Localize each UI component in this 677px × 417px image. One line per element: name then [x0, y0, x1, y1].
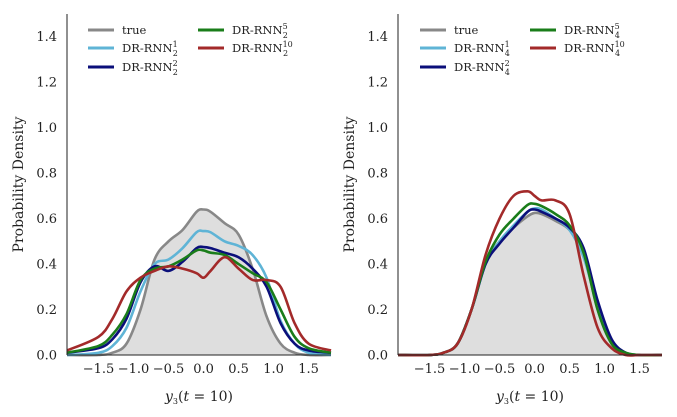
legend-label: DR-RNN2 4 [454, 59, 510, 77]
x-tick-label: −1.0 [449, 362, 481, 377]
x-tick-label: 0.0 [193, 362, 214, 377]
x-axis-label: y3(t = 10) [495, 389, 564, 406]
x-tick-label: −1.0 [118, 362, 150, 377]
legend-label: DR-RNN5 2 [232, 22, 288, 40]
x-tick-label: −1.5 [83, 362, 115, 377]
y-tick-label: 0.4 [367, 258, 388, 273]
y-tick-label: 0.2 [367, 303, 388, 318]
chart-panel-1: 0.0 0.2 0.4 0.6 0.8 1.0 1.2 1.4 −1.5 −1.0 −0.5 0.0 0… [11, 14, 332, 406]
y-tick-label: 0.2 [36, 303, 57, 318]
x-tick-label: 1.5 [629, 362, 650, 377]
density-fill-true [398, 212, 662, 356]
legend-label: DR-RNN10 2 [232, 40, 293, 58]
density-fill-true [67, 209, 331, 356]
y-tick-label: 0.8 [36, 167, 57, 182]
y-tick-label: 0.0 [367, 349, 388, 364]
legend: true DR-RNN1 2DR-RNN2 2 DR-RNN5 2DR-RNN10 2 [88, 22, 293, 77]
chart-panel-2: 0.0 0.2 0.4 0.6 0.8 1.0 1.2 1.4 −1.5 −1.0 −0.5 0.0 0… [342, 14, 663, 406]
y-tick-label: 1.4 [367, 30, 388, 45]
x-tick-label: 1.0 [594, 362, 615, 377]
series-line-4 [66, 248, 332, 355]
x-tick-label: 0.5 [228, 362, 249, 377]
x-axis-label: y3(t = 10) [164, 389, 233, 406]
y-tick-label: 1.2 [367, 76, 388, 91]
legend-label: true [122, 23, 147, 37]
series-line-5 [397, 190, 662, 357]
x-tick-label: −0.5 [153, 362, 185, 377]
legend-label: DR-RNN1 2 [122, 40, 178, 58]
y-tick-label: 1.4 [36, 30, 57, 45]
y-tick-label: 1.2 [36, 76, 57, 91]
x-tick-label: 1.0 [263, 362, 284, 377]
y-tick-label: 0.6 [367, 212, 388, 227]
legend: true DR-RNN1 4DR-RNN2 4 DR-RNN5 4DR-RNN10 4 [420, 22, 625, 77]
legend-label: DR-RNN1 4 [454, 40, 510, 58]
y-axis-label: Probability Density [11, 116, 27, 252]
y-tick-label: 1.0 [36, 121, 57, 136]
legend-label: true [454, 23, 479, 37]
y-tick-label: 0.6 [36, 212, 57, 227]
x-tick-label: 0.5 [559, 362, 580, 377]
x-tick-label: 1.5 [298, 362, 319, 377]
y-tick-label: 0.8 [367, 167, 388, 182]
legend-label: DR-RNN2 2 [122, 59, 178, 77]
legend-label: DR-RNN5 4 [564, 22, 620, 40]
x-tick-label: −0.5 [484, 362, 516, 377]
series-line-1 [66, 208, 332, 357]
series-line-3 [66, 245, 332, 355]
y-tick-label: 0.0 [36, 349, 57, 364]
legend-label: DR-RNN10 4 [564, 40, 625, 58]
y-axis-label: Probability Density [342, 116, 358, 252]
x-tick-label: 0.0 [524, 362, 545, 377]
x-tick-label: −1.5 [414, 362, 446, 377]
y-tick-label: 1.0 [367, 121, 388, 136]
y-tick-label: 0.4 [36, 258, 57, 273]
series-line-5 [66, 255, 332, 352]
